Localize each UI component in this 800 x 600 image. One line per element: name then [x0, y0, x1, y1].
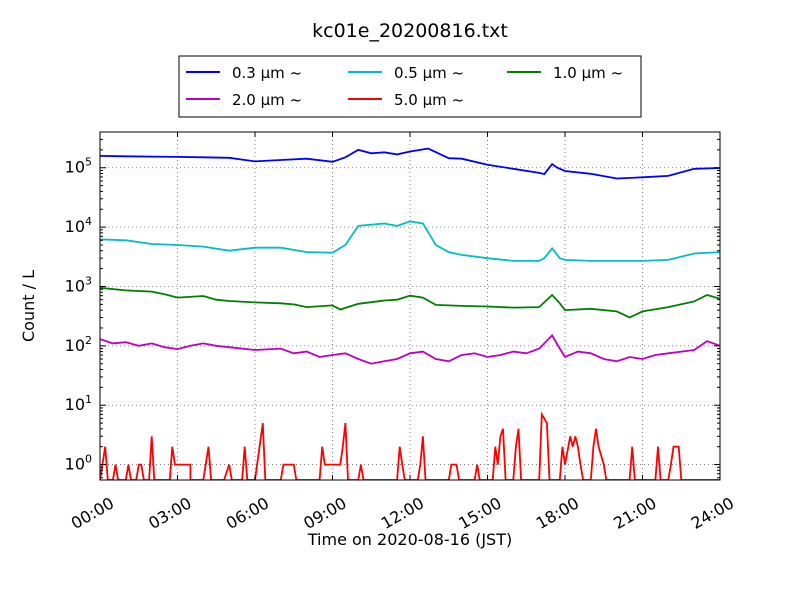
- series-line-2: [100, 220, 720, 262]
- y-tick-label: 103: [65, 274, 92, 295]
- series-line-5: [100, 411, 720, 480]
- legend-label-2: 0.5 μm ~: [394, 64, 464, 82]
- legend: 0.3 μm ~ 0.5 μm ~ 1.0 μm ~ 2.0 μm ~ 5.0 μm ~: [178, 55, 642, 118]
- series-layer: [100, 147, 720, 480]
- legend-label-3: 1.0 μm ~: [553, 64, 623, 82]
- chart-title: kc01e_20200816.txt: [312, 20, 508, 42]
- series-line-4: [100, 333, 720, 365]
- series-line-3: [100, 286, 720, 319]
- legend-label-4: 2.0 μm ~: [232, 91, 302, 109]
- legend-label-1: 0.3 μm ~: [232, 64, 302, 82]
- y-tick-label: 102: [65, 334, 92, 355]
- y-tick-label: 104: [65, 215, 92, 236]
- y-axis-label: Count / L: [19, 270, 38, 342]
- y-tick-label: 105: [65, 156, 92, 177]
- legend-label-5: 5.0 μm ~: [394, 91, 464, 109]
- legend-box: [178, 55, 642, 118]
- x-axis-label: Time on 2020-08-16 (JST): [307, 530, 512, 549]
- y-tick-label: 100: [65, 453, 92, 474]
- grid-layer: [100, 132, 720, 480]
- y-tick-label: 101: [65, 393, 92, 414]
- series-line-1: [100, 147, 720, 180]
